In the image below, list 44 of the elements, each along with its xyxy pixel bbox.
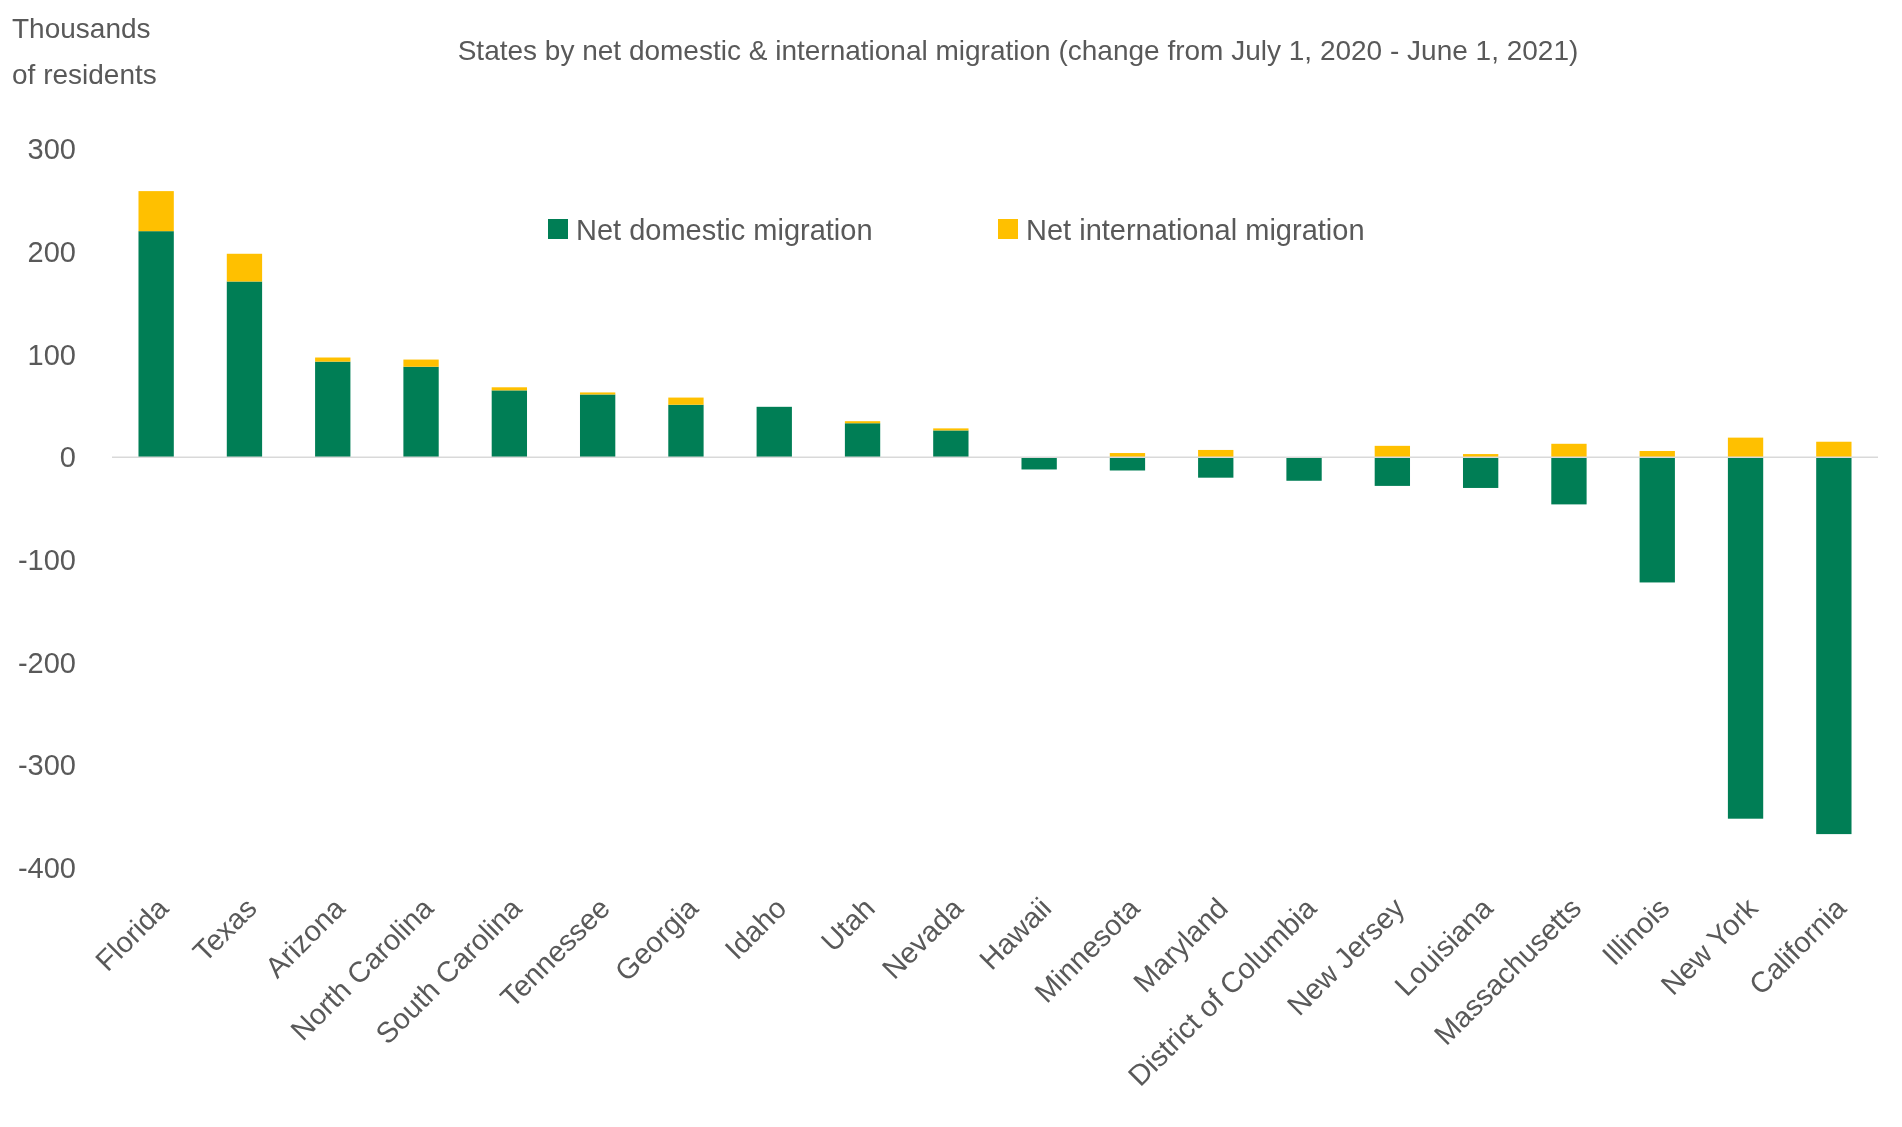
bar xyxy=(138,231,174,458)
bar xyxy=(1462,457,1499,488)
bar xyxy=(1727,457,1764,819)
bar xyxy=(1286,457,1322,481)
bar xyxy=(579,394,616,458)
y-tick-label: 0 xyxy=(59,441,76,474)
chart-title: States by net domestic & international migration (change from July 1, 2020 - June 1, 2021) xyxy=(457,35,1579,66)
y-tick-label: -100 xyxy=(17,544,76,577)
bar xyxy=(403,366,439,458)
bar xyxy=(226,281,263,458)
bar xyxy=(315,361,351,458)
y-tick-label: 200 xyxy=(27,235,76,268)
bar xyxy=(491,387,528,391)
bar xyxy=(138,191,174,232)
bar xyxy=(1374,457,1411,486)
bar xyxy=(403,359,439,367)
y-tick-label: 300 xyxy=(27,133,76,166)
bar xyxy=(1816,441,1852,458)
bar xyxy=(756,406,792,458)
bar xyxy=(844,423,881,458)
bar xyxy=(668,397,704,405)
bar xyxy=(933,430,969,458)
bar xyxy=(1639,457,1675,583)
bar xyxy=(933,428,969,431)
y-tick-label: -300 xyxy=(17,749,76,782)
bar xyxy=(579,392,616,395)
x-tick-label: Utah xyxy=(814,891,881,958)
y-tick-label: -200 xyxy=(17,646,76,679)
bar xyxy=(668,404,704,458)
legend-label: Net international migration xyxy=(1026,214,1365,247)
bar xyxy=(315,357,351,362)
bar xyxy=(1551,457,1587,505)
bar xyxy=(1021,457,1057,470)
bar xyxy=(1198,457,1234,478)
bar xyxy=(1551,443,1587,458)
y-axis-title: Thousands of residents xyxy=(12,13,157,90)
y-tick-label: 100 xyxy=(27,338,76,371)
legend-label: Net domestic migration xyxy=(576,214,873,247)
bar xyxy=(226,253,263,282)
bar xyxy=(1816,457,1852,835)
bar xyxy=(491,390,528,458)
y-tick-label: -400 xyxy=(17,852,76,885)
bar xyxy=(844,421,881,424)
bar xyxy=(1727,437,1764,458)
